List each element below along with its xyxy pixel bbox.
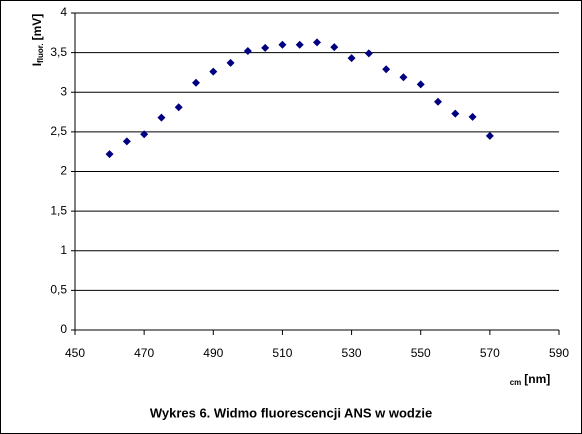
point — [313, 38, 321, 47]
point — [105, 150, 114, 159]
point — [261, 43, 270, 52]
x-tick-label: 590 — [549, 346, 569, 360]
point — [157, 113, 166, 122]
y-tick-label: 4 — [60, 5, 67, 19]
point — [416, 80, 425, 89]
x-tick-label: 450 — [65, 346, 85, 360]
x-tick-label: 510 — [272, 346, 292, 360]
x-axis-label: cm [nm] — [510, 372, 551, 387]
point — [382, 65, 391, 74]
point — [364, 49, 373, 58]
point — [243, 47, 252, 56]
point — [226, 58, 235, 67]
point — [122, 137, 131, 146]
chart-title: Wykres 6. Widmo fluorescencji ANS w wodz… — [150, 405, 432, 420]
point — [278, 40, 287, 49]
point — [451, 109, 460, 118]
x-tick-label: 550 — [411, 346, 431, 360]
y-tick-label: 3 — [60, 84, 67, 98]
x-label-unit: [nm] — [524, 372, 550, 386]
y-tick-label: 2 — [60, 164, 67, 178]
point — [140, 130, 149, 139]
point — [209, 67, 218, 76]
point — [295, 40, 304, 49]
x-tick-label: 470 — [134, 346, 154, 360]
point — [330, 43, 339, 52]
y-axis-label: Ifluor. [mV] — [30, 14, 45, 67]
y-tick-label: 2,5 — [50, 124, 67, 138]
y-tick-label: 3,5 — [50, 45, 67, 59]
y-tick-label: 0 — [60, 322, 67, 336]
y-label-sub: fluor. — [36, 43, 45, 63]
point — [347, 54, 356, 63]
y-label-main: I — [30, 63, 44, 66]
point — [174, 103, 183, 112]
point — [399, 73, 408, 82]
y-tick-label: 1,5 — [50, 203, 67, 217]
x-tick-label: 570 — [480, 346, 500, 360]
y-label-unit: [mV] — [30, 14, 44, 41]
point — [434, 97, 442, 106]
x-label-sub: cm — [510, 378, 522, 387]
point — [192, 78, 200, 87]
y-tick-label: 0,5 — [50, 283, 67, 297]
y-tick-label: 1 — [60, 243, 67, 257]
x-tick-label: 530 — [342, 346, 362, 360]
point — [468, 112, 477, 121]
x-tick-label: 490 — [203, 346, 223, 360]
point — [485, 131, 494, 140]
